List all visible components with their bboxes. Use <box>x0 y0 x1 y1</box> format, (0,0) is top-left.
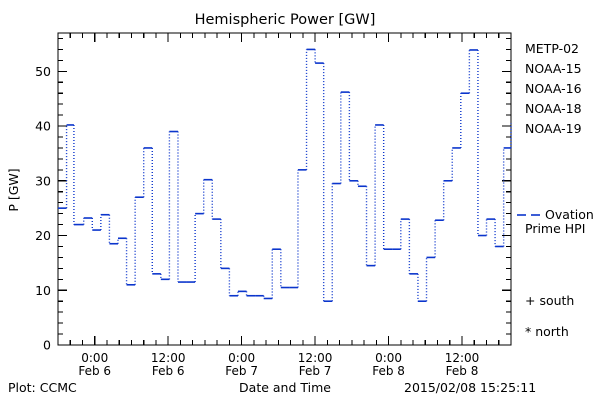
y-tick-label: 10 <box>35 283 51 298</box>
x-tick-label-date: Feb 8 <box>372 364 405 378</box>
plot-credit: Plot: CCMC <box>8 380 77 395</box>
x-tick-label-time: 12:00 <box>445 351 480 365</box>
y-tick-label: 20 <box>35 228 51 243</box>
axis-frame <box>57 32 512 346</box>
legend-item-satellite[interactable]: METP-02 <box>525 41 579 56</box>
legend-item-satellite[interactable]: NOAA-15 <box>525 61 582 76</box>
data-series-layer <box>58 48 512 303</box>
legend-item-satellite[interactable]: NOAA-18 <box>525 101 582 116</box>
legend-item-hemisphere[interactable]: + south <box>525 293 574 308</box>
legend-item-ovation-line2[interactable]: Prime HPI <box>525 221 585 236</box>
x-tick-label-time: 0:00 <box>81 351 108 365</box>
x-axis-ticks <box>57 33 512 345</box>
x-tick-label-date: Feb 6 <box>152 364 185 378</box>
x-tick-label-time: 0:00 <box>375 351 402 365</box>
plot-border <box>57 32 512 346</box>
y-tick-label: 40 <box>35 119 51 134</box>
legend: METP-02 NOAA-15 NOAA-16 NOAA-18 NOAA-19 Ovati… <box>517 41 594 339</box>
y-axis-title: P [GW] <box>6 168 21 211</box>
y-tick-label: 50 <box>35 64 51 79</box>
x-axis-title: Date and Time <box>239 380 331 395</box>
chart-title: Hemispheric Power [GW] <box>195 12 376 28</box>
legend-item-satellite[interactable]: NOAA-16 <box>525 81 582 96</box>
x-tick-label-date: Feb 7 <box>225 364 258 378</box>
y-tick-label: 30 <box>35 173 51 188</box>
x-tick-label-date: Feb 7 <box>299 364 332 378</box>
legend-item-ovation-line1[interactable]: Ovation <box>545 207 594 222</box>
y-axis-tick-labels: 0 10 20 30 40 50 <box>35 64 51 353</box>
legend-item-hemisphere[interactable]: * north <box>525 324 569 339</box>
x-tick-label-time: 0:00 <box>228 351 255 365</box>
x-tick-label-time: 12:00 <box>151 351 186 365</box>
plot-timestamp: 2015/02/08 15:25:11 <box>404 380 536 395</box>
legend-item-satellite[interactable]: NOAA-19 <box>525 121 582 136</box>
y-axis-ticks <box>58 37 511 346</box>
data-series <box>58 48 512 303</box>
x-tick-label-time: 12:00 <box>298 351 333 365</box>
x-tick-label-date: Feb 6 <box>78 364 111 378</box>
x-tick-label-date: Feb 8 <box>446 364 479 378</box>
y-tick-label: 0 <box>43 338 51 353</box>
